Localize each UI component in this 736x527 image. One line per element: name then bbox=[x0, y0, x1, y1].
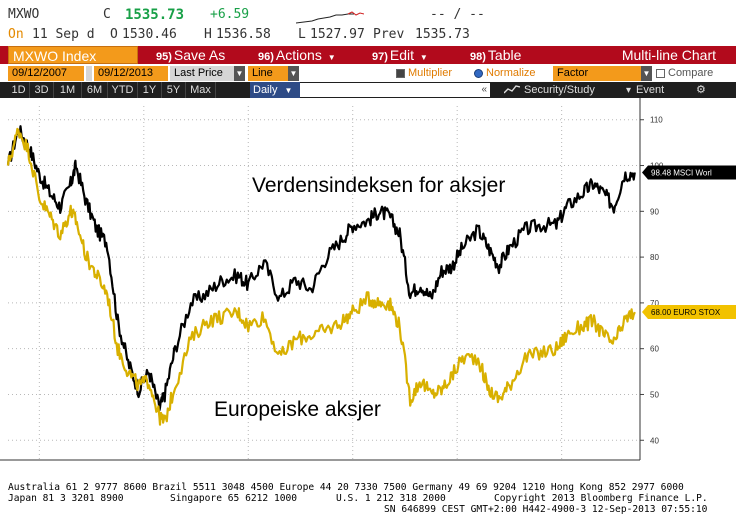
price-change: +6.59 bbox=[210, 7, 250, 22]
sparkline-icon bbox=[296, 11, 364, 24]
y-tick-label: 70 bbox=[650, 299, 659, 308]
normalize-label: Normalize bbox=[486, 67, 536, 79]
footer-copyright: Copyright 2013 Bloomberg Finance L.P. bbox=[494, 493, 708, 504]
chart-area[interactable]: 4050607080901001102007200820092010201120… bbox=[0, 98, 736, 464]
chevron-down-icon: ▼ bbox=[284, 86, 293, 95]
event-label: Event bbox=[636, 84, 665, 96]
end-label-box-msci_world bbox=[642, 165, 736, 180]
series-line-euro_stoxx[interactable] bbox=[6, 127, 636, 426]
security-study-button[interactable]: Security/Study bbox=[503, 82, 595, 98]
high-value: 1536.58 bbox=[216, 27, 271, 42]
period-bar: 1D 3D 1M 6M YTD 1Y 5Y Max Daily ▼ « Secu… bbox=[0, 82, 736, 98]
y-tick-label: 80 bbox=[650, 253, 659, 262]
low-label: L bbox=[298, 27, 306, 42]
security-field[interactable]: MXWO Index bbox=[8, 46, 138, 64]
table-label: Table bbox=[487, 47, 522, 63]
period-max[interactable]: Max bbox=[186, 82, 216, 98]
ticker-symbol: MXWO bbox=[8, 7, 40, 22]
start-date-field[interactable]: 09/12/2007 bbox=[8, 66, 84, 81]
y-tick-label: 40 bbox=[650, 436, 659, 445]
end-label-euro_stoxx: 68.00 EURO STOX bbox=[651, 308, 721, 317]
multiplier-checkbox[interactable] bbox=[396, 69, 405, 78]
save-as-number: 95) bbox=[156, 51, 172, 63]
frequency-label: Daily bbox=[253, 84, 278, 96]
open-label: O bbox=[110, 27, 118, 42]
end-date-field[interactable]: 09/12/2013 bbox=[94, 66, 168, 81]
chevron-down-icon: ▼ bbox=[419, 53, 428, 62]
open-value: 1530.46 bbox=[122, 27, 177, 42]
end-label-msci_world: 98.48 MSCI Worl bbox=[651, 168, 712, 177]
factor-selector[interactable]: Factor bbox=[553, 66, 641, 81]
period-5y[interactable]: 5Y bbox=[162, 82, 186, 98]
normalize-radio[interactable] bbox=[474, 69, 483, 78]
footer-singapore: Singapore 65 6212 1000 bbox=[170, 493, 298, 504]
y-tick-label: 60 bbox=[650, 345, 659, 354]
actions-number: 96) bbox=[258, 51, 274, 63]
date-separator bbox=[86, 66, 92, 81]
frequency-selector[interactable]: Daily ▼ bbox=[250, 82, 300, 98]
footer-phones-line1: Australia 61 2 9777 8600 Brazil 5511 304… bbox=[8, 482, 684, 493]
table-button[interactable]: 98) Table bbox=[470, 46, 521, 64]
annotation-europe: Europeiske aksjer bbox=[214, 398, 381, 421]
parameter-bar: 09/12/2007 09/12/2013 Last Price ▼ Line … bbox=[0, 64, 736, 82]
chart-title: Multi-line Chart bbox=[621, 47, 716, 63]
chevron-down-icon[interactable]: ▼ bbox=[288, 66, 299, 81]
annotation-world: Verdensindeksen for aksjer bbox=[252, 174, 505, 197]
save-as-button[interactable]: 95) Save As bbox=[156, 46, 225, 64]
high-label: H bbox=[204, 27, 212, 42]
y-tick-label: 90 bbox=[650, 207, 659, 216]
edit-label: Edit bbox=[389, 47, 415, 63]
series-line-msci_world[interactable] bbox=[6, 125, 636, 412]
compare-checkbox[interactable] bbox=[656, 69, 665, 78]
line-chart[interactable]: 4050607080901001102007200820092010201120… bbox=[0, 98, 736, 464]
quote-header: MXWO C 1535.73 +6.59 -- / -- On 11 Sep d… bbox=[0, 0, 736, 48]
period-1m[interactable]: 1M bbox=[54, 82, 82, 98]
close-label: C bbox=[103, 7, 111, 22]
function-menu-bar: MXWO Index 95) Save As 96) Actions ▼ 97) Ed… bbox=[0, 46, 736, 64]
period-6m[interactable]: 6M bbox=[82, 82, 108, 98]
prev-label: Prev bbox=[373, 27, 405, 42]
period-ytd[interactable]: YTD bbox=[108, 82, 138, 98]
chevron-down-icon[interactable]: ▼ bbox=[641, 66, 652, 81]
y-tick-label: 50 bbox=[650, 390, 659, 399]
settings-gear-icon[interactable]: ⚙ bbox=[696, 84, 706, 96]
period-3d[interactable]: 3D bbox=[30, 82, 54, 98]
line-chart-icon bbox=[503, 85, 521, 94]
compare-label: Compare bbox=[668, 67, 714, 79]
low-value: 1527.97 bbox=[310, 27, 365, 42]
table-number: 98) bbox=[470, 51, 486, 63]
footer-session-info: SN 646899 CEST GMT+2:00 H442-4900-3 12-S… bbox=[384, 504, 708, 515]
security-study-label: Security/Study bbox=[524, 84, 595, 96]
last-price: 1535.73 bbox=[125, 7, 185, 23]
field-selector[interactable]: Last Price bbox=[170, 66, 234, 81]
footer-us: U.S. 1 212 318 2000 bbox=[336, 493, 446, 504]
event-pin-icon: ▾ bbox=[626, 85, 632, 96]
quote-date: 11 Sep d bbox=[32, 27, 95, 42]
chart-type-selector[interactable]: Line bbox=[248, 66, 288, 81]
chevron-down-icon: ▼ bbox=[327, 53, 336, 62]
collapse-glyph: « bbox=[481, 84, 487, 95]
prev-value: 1535.73 bbox=[415, 27, 470, 42]
footer: Australia 61 2 9777 8600 Brazil 5511 304… bbox=[0, 480, 736, 527]
save-as-label: Save As bbox=[173, 47, 226, 63]
edit-number: 97) bbox=[372, 51, 388, 63]
y-tick-label: 110 bbox=[650, 116, 663, 125]
chevron-down-icon[interactable]: ▼ bbox=[234, 66, 245, 81]
event-button[interactable]: ▾ Event bbox=[626, 82, 664, 98]
period-1d[interactable]: 1D bbox=[8, 82, 30, 98]
actions-menu[interactable]: 96) Actions ▼ bbox=[258, 46, 336, 64]
command-input[interactable]: « bbox=[300, 83, 490, 97]
multiplier-label: Multiplier bbox=[408, 67, 453, 79]
on-label: On bbox=[8, 27, 24, 42]
bid-ask-dashes: -- / -- bbox=[430, 7, 485, 22]
period-1y[interactable]: 1Y bbox=[138, 82, 162, 98]
actions-label: Actions bbox=[275, 47, 322, 63]
edit-menu[interactable]: 97) Edit ▼ bbox=[372, 46, 428, 64]
end-label-box-euro_stoxx bbox=[642, 305, 736, 320]
footer-japan: Japan 81 3 3201 8900 bbox=[8, 493, 124, 504]
